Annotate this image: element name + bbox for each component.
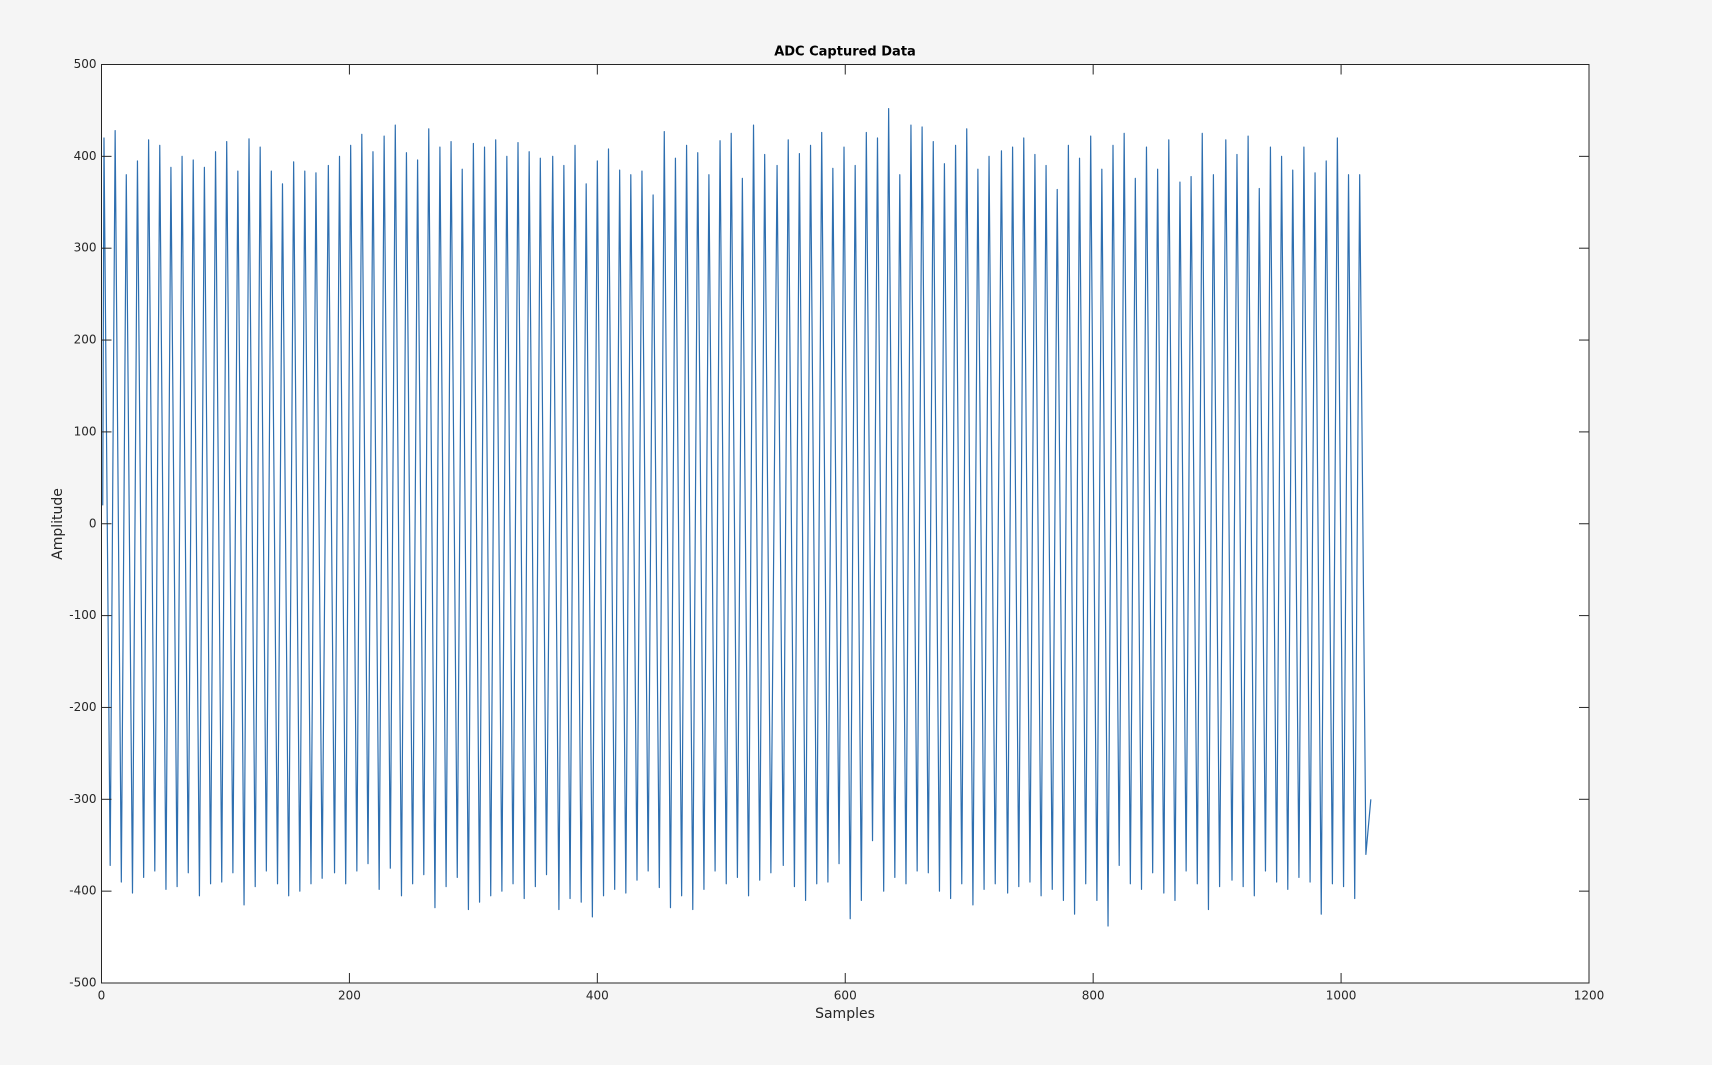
x-tick-label: 800 [1082, 989, 1105, 1003]
y-tick-label: -500 [69, 976, 96, 990]
chart-title: ADC Captured Data [774, 45, 916, 60]
x-tick-label: 200 [338, 989, 361, 1003]
data-line [102, 107, 1372, 927]
y-axis-label: Amplitude [50, 488, 66, 560]
axes-box [101, 64, 1590, 984]
x-tick-label: 1000 [1326, 989, 1357, 1003]
x-tick-label: 1200 [1574, 989, 1605, 1003]
y-tick-label: 400 [74, 149, 97, 163]
y-tick-label: 0 [89, 516, 97, 530]
y-tick-label: 300 [74, 241, 97, 255]
y-tick-label: 200 [74, 333, 97, 347]
y-tick-label: 100 [74, 424, 97, 438]
y-tick-label: -200 [69, 700, 96, 714]
y-tick-label: -300 [69, 792, 96, 806]
x-tick-label: 400 [586, 989, 609, 1003]
y-tick-label: -100 [69, 608, 96, 622]
x-tick-label: 600 [834, 989, 857, 1003]
y-tick-label: 500 [74, 57, 97, 71]
x-axis-label: Samples [815, 1006, 875, 1022]
x-tick-label: 0 [98, 989, 106, 1003]
y-tick-label: -400 [69, 884, 96, 898]
